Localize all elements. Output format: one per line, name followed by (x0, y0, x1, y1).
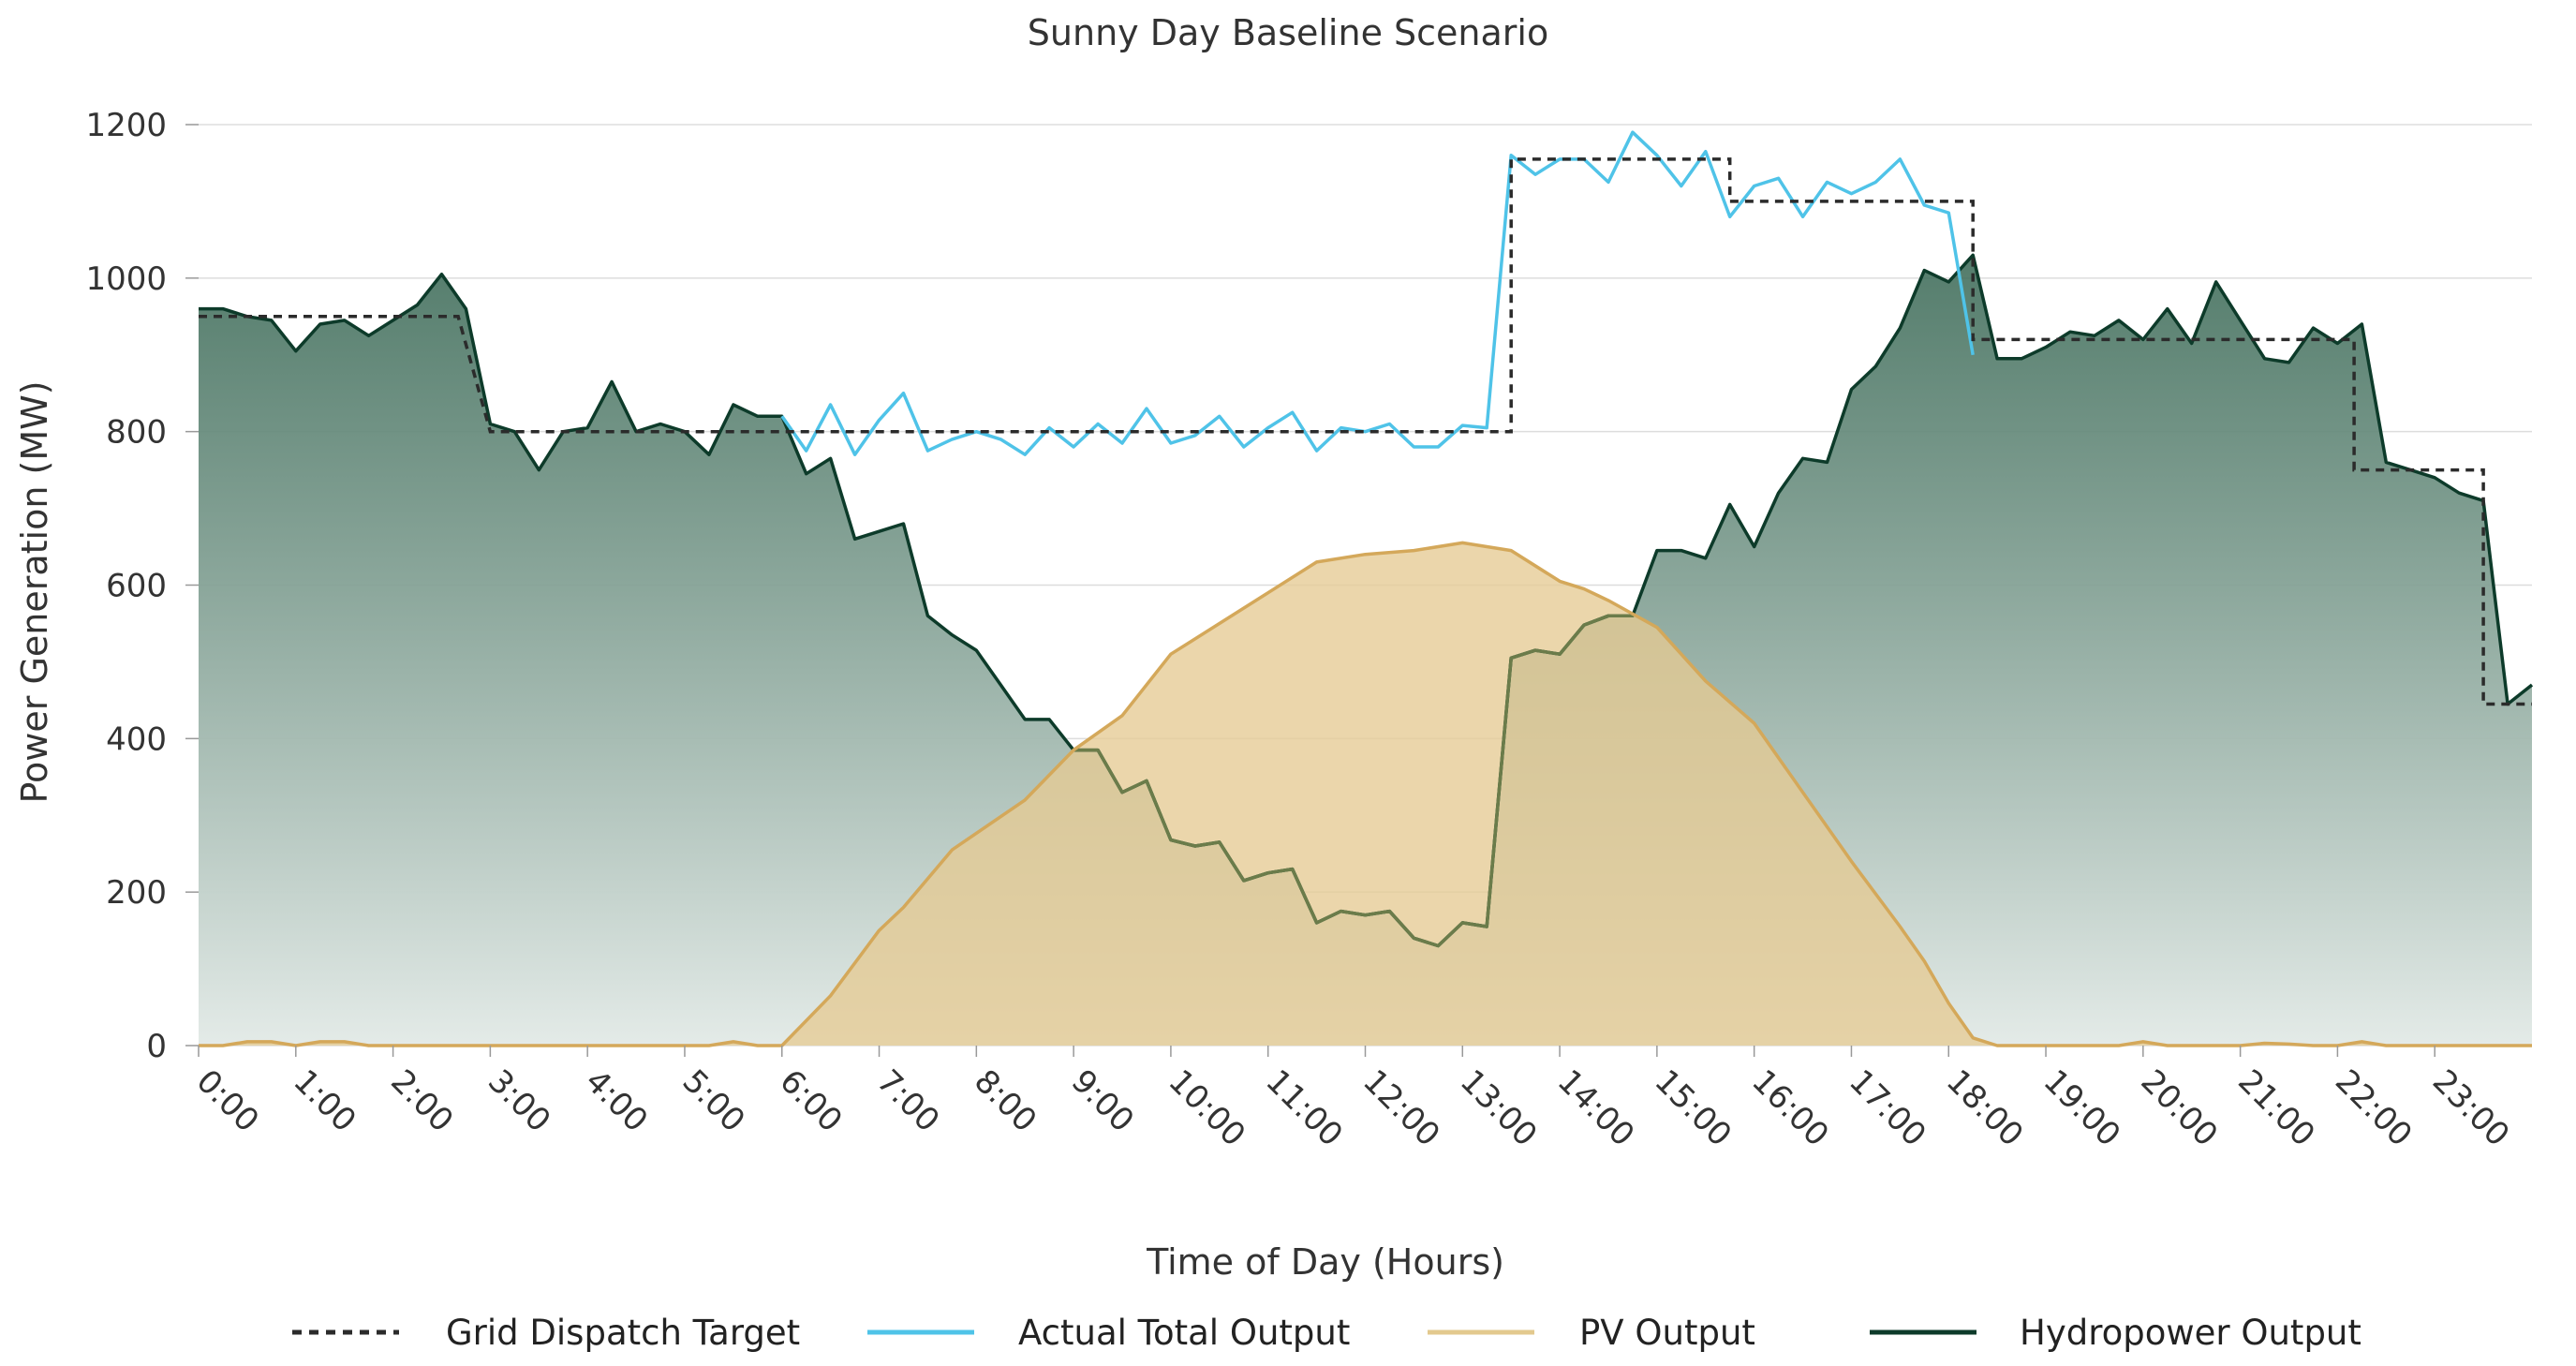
xtick-label: 21:00 (2230, 1062, 2322, 1154)
xtick-label: 14:00 (1550, 1062, 1642, 1154)
ytick-label: 400 (106, 720, 167, 758)
chart-title: Sunny Day Baseline Scenario (1028, 12, 1548, 53)
xtick-label: 18:00 (1939, 1062, 2031, 1154)
xtick-label: 1:00 (286, 1062, 363, 1139)
ytick-label: 200 (106, 874, 167, 912)
legend-label-grid-dispatch-target: Grid Dispatch Target (446, 1313, 800, 1353)
pv-line (199, 541, 2532, 1047)
ytick-label: 800 (106, 414, 167, 452)
hydropower-line-overlap (199, 542, 2532, 948)
legend-label-actual-total-output: Actual Total Output (1018, 1313, 1350, 1353)
xtick-label: 2:00 (383, 1062, 460, 1139)
xtick-label: 16:00 (1744, 1062, 1836, 1154)
y-axis-ticks: 0 200 400 600 800 1000 1200 (85, 107, 199, 1065)
x-axis-ticks: 0:00 1:00 2:00 3:00 4:00 5:00 6:00 7:00 8:00 9:00… (189, 1046, 2517, 1154)
xtick-label: 6:00 (772, 1062, 849, 1139)
xtick-label: 11:00 (1258, 1062, 1350, 1154)
area-layer (199, 255, 2532, 1046)
xtick-label: 13:00 (1453, 1062, 1545, 1154)
x-axis-title: Time of Day (Hours) (1146, 1241, 1504, 1283)
ytick-label: 600 (106, 568, 167, 605)
legend-label-hydropower-output: Hydropower Output (2020, 1313, 2361, 1353)
y-axis-title: Power Generation (MW) (14, 380, 55, 803)
ytick-label: 1200 (85, 107, 167, 144)
xtick-label: 5:00 (675, 1062, 752, 1139)
xtick-label: 4:00 (578, 1062, 655, 1139)
xtick-label: 17:00 (1842, 1062, 1933, 1154)
xtick-label: 19:00 (2036, 1062, 2128, 1154)
xtick-label: 20:00 (2133, 1062, 2225, 1154)
legend-label-pv-output: PV Output (1579, 1313, 1755, 1353)
xtick-label: 10:00 (1162, 1062, 1253, 1154)
xtick-label: 9:00 (1064, 1062, 1141, 1139)
ytick-label: 0 (146, 1028, 167, 1065)
hydropower-area (199, 255, 2532, 1046)
xtick-label: 8:00 (967, 1062, 1044, 1139)
xtick-label: 3:00 (481, 1062, 557, 1139)
xtick-label: 15:00 (1648, 1062, 1740, 1154)
xtick-label: 7:00 (869, 1062, 946, 1139)
xtick-label: 22:00 (2328, 1062, 2420, 1154)
grid-dispatch-target-line (199, 157, 2532, 706)
xtick-label: 12:00 (1355, 1062, 1447, 1154)
xtick-label: 0:00 (189, 1062, 266, 1139)
actual-total-output-line (780, 130, 1975, 456)
pv-area (199, 542, 2532, 1046)
xtick-label: 23:00 (2425, 1062, 2517, 1154)
legend: Grid Dispatch Target Actual Total Output P… (292, 1313, 2361, 1353)
line-layer (199, 130, 2534, 1047)
ytick-label: 1000 (85, 260, 167, 298)
